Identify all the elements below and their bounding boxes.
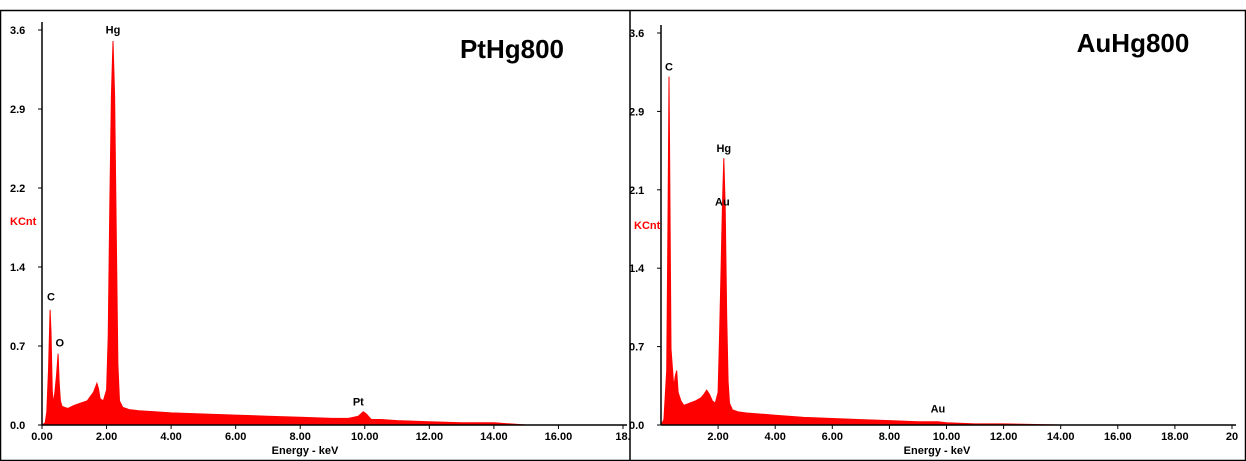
x-axis-title: Energy - keV [272,445,339,457]
peak-label: C [665,61,673,73]
y-tick-label: 0.7 [629,342,644,354]
y-tick-label: 2.1 [629,185,644,197]
y-tick-label: 3.6 [629,28,644,40]
chart-panel-2: 0.0 0.7 1.4 2.1 2.9 3.6 2.00 4.00 6.00 8.00 10.00 1… [629,25,1238,457]
y-tick-label: 1.4 [10,262,26,274]
x-tick-label: 16.00 [545,431,573,443]
x-tick-label: 12.00 [416,431,444,443]
x-axis-title: Energy - keV [904,445,971,457]
x-tick-label: 6.00 [225,431,246,443]
x-tick-label: 14.00 [1047,431,1075,443]
panel-title: AuHg800 [1077,28,1190,58]
y-tick-label: 2.9 [629,106,644,118]
y-tick-label: 0.0 [629,420,644,432]
y-axis-title: KCnt [10,216,37,228]
chart-panel-1: 0.0 0.7 1.4 2.2 2.9 3.6 0.00 2.00 4.00 6.00 8.00 10… [10,22,631,457]
panel-title: PtHg800 [460,34,564,64]
x-tick-label: 4.00 [764,431,785,443]
x-tick-label: 6.00 [822,431,843,443]
peak-label: Au [931,403,946,415]
x-tick-label: 14.00 [480,431,508,443]
x-tick-label: 12.00 [990,431,1018,443]
peak-label: Hg [106,25,121,37]
x-tick-label: 8.00 [879,431,900,443]
x-tick-label: 10.00 [933,431,961,443]
y-tick-label: 3.6 [10,25,25,37]
x-tick-label: 4.00 [160,431,181,443]
x-tick-label: 0.00 [31,431,52,443]
peak-label: O [55,337,64,349]
x-tick-label: 2.00 [707,431,728,443]
peak-label: Pt [353,397,364,409]
y-axis-title: KCnt [634,220,661,232]
x-tick-label: 18. [615,431,630,443]
y-tick-label: 2.9 [10,104,25,116]
y-tick-label: 0.0 [10,420,25,432]
y-tick-label: 1.4 [629,263,645,275]
x-tick-label: 16.00 [1104,431,1132,443]
peak-label: C [47,291,55,303]
peak-label: Hg [716,143,731,155]
figure-border [0,9,1246,461]
x-tick-label: 2.00 [96,431,117,443]
x-tick-label: 10.00 [351,431,379,443]
x-tick-label: 20 [1226,431,1238,443]
x-tick-label: 18.00 [1161,431,1189,443]
spectrum-area-1 [660,76,1232,426]
peak-label: Au [715,196,730,208]
y-tick-label: 0.7 [10,341,25,353]
x-tick-label: 8.00 [290,431,311,443]
spectrum-area-1 [40,40,623,426]
y-tick-label: 2.2 [10,183,25,195]
